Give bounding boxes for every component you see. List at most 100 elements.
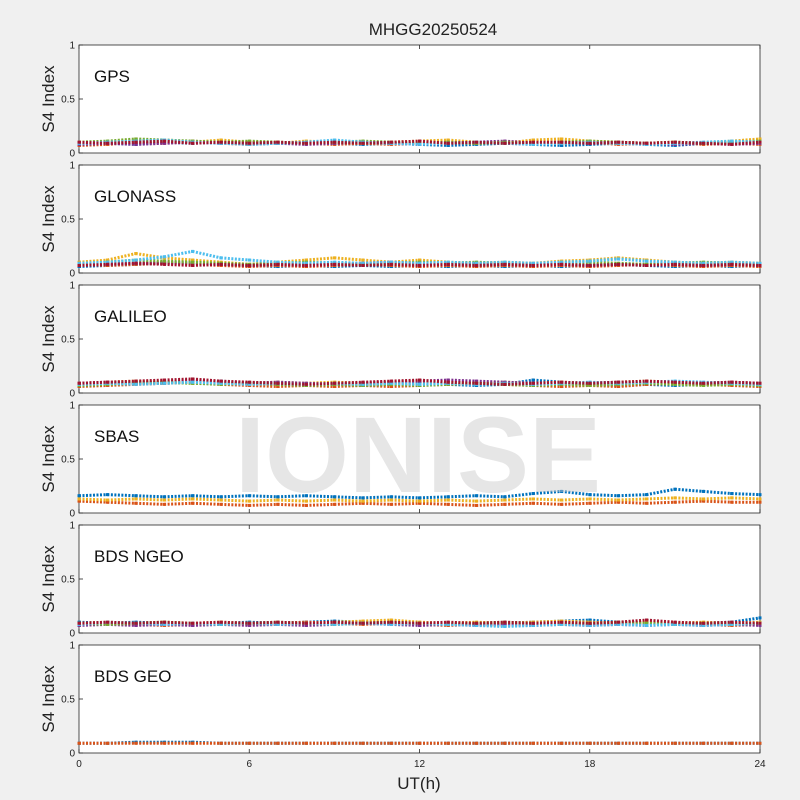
data-segment (220, 379, 250, 384)
series-7 (77, 618, 762, 625)
data-segment (703, 260, 732, 265)
data-segment (618, 500, 647, 505)
data-segment (731, 492, 761, 497)
y-axis-label: S4 Index (39, 665, 58, 733)
data-segment (277, 140, 307, 145)
data-segment (192, 262, 221, 267)
data-segment (362, 495, 392, 500)
data-segment (78, 499, 108, 504)
data-segment (703, 489, 732, 496)
series-6 (77, 249, 762, 265)
series-1 (77, 487, 762, 500)
data-segment (305, 494, 335, 499)
data-segment (220, 140, 250, 145)
data-segment (447, 260, 477, 265)
data-segment (107, 140, 136, 145)
data-segment (78, 620, 108, 625)
data-segment (164, 380, 193, 385)
data-segment (589, 620, 619, 625)
data-segment (504, 140, 534, 145)
data-segment (532, 260, 562, 265)
data-segment (107, 252, 137, 262)
data-segment (362, 381, 392, 386)
data-segment (447, 622, 477, 627)
data-segment (305, 256, 335, 262)
data-segment (447, 140, 477, 145)
data-segment (362, 498, 392, 503)
data-segment (135, 381, 165, 386)
data-segment (220, 256, 250, 262)
data-segment (504, 501, 534, 506)
y-tick-label: 0.5 (61, 215, 75, 226)
data-segment (277, 494, 307, 499)
data-segment (646, 500, 675, 505)
data-segment (731, 140, 761, 146)
y-axis-label: S4 Index (39, 425, 58, 493)
panel-gps: 0 0.5 1 GPS S4 Index (39, 41, 762, 160)
y-tick-label: 0 (69, 629, 75, 640)
data-segment (362, 260, 392, 265)
data-point (758, 616, 762, 620)
panel-label: GALILEO (94, 307, 167, 326)
data-segment (192, 620, 221, 625)
data-segment (163, 249, 193, 259)
data-segment (561, 137, 590, 143)
data-segment (476, 620, 505, 625)
data-segment (447, 494, 477, 499)
data-segment (277, 502, 307, 507)
data-segment (107, 493, 136, 498)
data-segment (674, 622, 704, 627)
data-segment (589, 382, 619, 387)
data-segment (589, 618, 619, 624)
data-segment (504, 260, 534, 265)
data-segment (305, 620, 335, 625)
data-segment (646, 379, 675, 384)
x-tick-label: 12 (414, 759, 426, 770)
data-segment (532, 137, 562, 142)
data-segment (107, 261, 136, 266)
series-7 (77, 377, 762, 386)
y-tick-label: 0 (69, 149, 75, 160)
data-segment (135, 252, 165, 260)
panel-label: BDS GEO (94, 667, 171, 686)
data-point (758, 621, 762, 625)
data-segment (107, 620, 136, 625)
series-3 (77, 496, 762, 503)
data-point (162, 255, 166, 259)
data-point (758, 263, 762, 267)
data-segment (589, 622, 619, 627)
plot-area (78, 164, 761, 274)
panel-bds-geo: 0 0.5 1 BDS GEO S4 Index (39, 641, 762, 760)
data-segment (78, 140, 108, 145)
data-segment (476, 623, 505, 629)
x-tick-labels: 0 6 12 18 24 (76, 759, 766, 770)
data-segment (674, 140, 704, 145)
data-segment (362, 379, 392, 384)
data-segment (135, 494, 165, 499)
data-segment (674, 260, 704, 265)
data-segment (589, 257, 619, 263)
data-segment (532, 262, 562, 267)
data-segment (391, 381, 420, 386)
data-segment (362, 140, 392, 145)
data-segment (447, 262, 477, 267)
data-segment (220, 620, 250, 625)
data-segment (589, 380, 619, 385)
data-segment (192, 140, 221, 145)
data-segment (305, 262, 335, 267)
panel-galileo: 0 0.5 1 GALILEO S4 Index (39, 281, 762, 400)
data-segment (532, 501, 562, 506)
data-segment (618, 618, 647, 624)
data-segment (731, 620, 761, 625)
y-tick-label: 1 (69, 161, 75, 172)
data-segment (107, 500, 136, 505)
data-segment (561, 620, 590, 625)
data-segment (674, 382, 704, 387)
data-segment (476, 381, 505, 386)
y-tick-label: 0.5 (61, 95, 75, 106)
data-segment (532, 497, 562, 502)
data-segment (391, 262, 420, 267)
data-segment (220, 262, 250, 267)
data-segment (561, 497, 590, 502)
data-segment (476, 502, 505, 507)
